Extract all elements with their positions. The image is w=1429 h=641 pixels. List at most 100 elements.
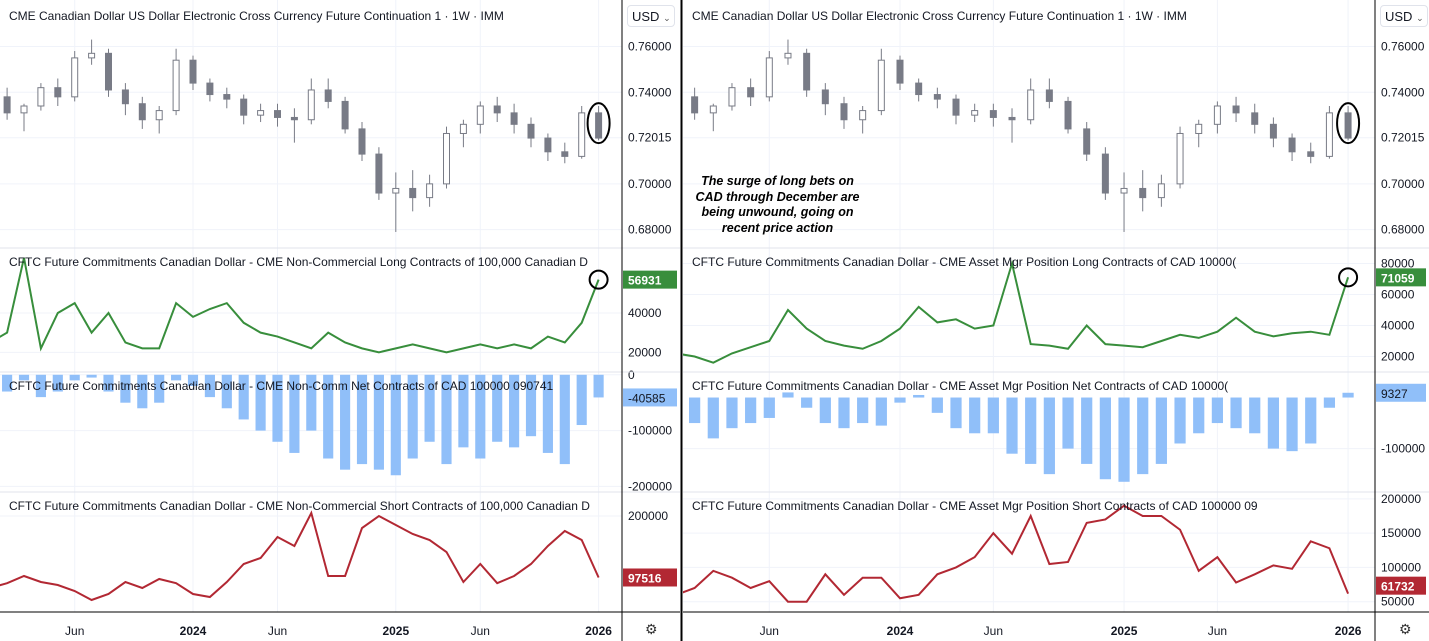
time-tick-label: Jun: [760, 624, 779, 638]
candle-body: [709, 105, 717, 114]
candle-body: [189, 59, 197, 84]
candle-body: [1008, 116, 1016, 121]
candle-body: [1176, 132, 1184, 185]
gear-icon[interactable]: ⚙: [1399, 621, 1412, 637]
pane-line: [0, 257, 622, 354]
candle-body: [274, 110, 281, 118]
long-contracts-line: [683, 259, 1350, 364]
candle-body: [20, 105, 28, 114]
net-contracts-bar: [1099, 397, 1111, 480]
net-contracts-bar: [1174, 397, 1186, 444]
net-contracts-bar: [2, 374, 13, 392]
time-tick-label: 2026: [1335, 624, 1362, 638]
currency-selector-left[interactable]: USD ⌄: [627, 5, 675, 27]
net-contracts-bar: [204, 374, 215, 398]
candle-body: [952, 98, 960, 116]
candle-body: [747, 87, 755, 98]
y-tick-label: 0.74000: [628, 85, 672, 99]
time-tick-label: 2025: [382, 624, 409, 638]
candle-body: [459, 123, 467, 134]
last-value-badge: [623, 270, 677, 289]
net-contracts-bar: [1286, 397, 1298, 452]
net-contracts-bar: [819, 397, 831, 424]
candle-body: [728, 87, 736, 107]
y-tick-label: 0.72015: [1381, 131, 1425, 145]
last-value-badge: [1376, 576, 1426, 595]
time-tick-label: Jun: [65, 624, 84, 638]
net-contracts-bar: [306, 374, 317, 431]
pane-line: [0, 510, 622, 602]
candle-body: [223, 94, 231, 100]
chevron-down-icon: ⌄: [663, 13, 671, 23]
candle-body: [426, 183, 434, 199]
net-contracts-bar: [593, 374, 604, 398]
candle-body: [358, 128, 366, 155]
pane-candlestick: [0, 39, 622, 232]
y-tick-label: 50000: [1381, 595, 1415, 609]
pane-title: CFTC Future Commitments Canadian Dollar …: [9, 379, 554, 393]
candle-body: [840, 103, 848, 121]
highlight-circle: [588, 269, 609, 290]
pane-title: CME Canadian Dollar US Dollar Electronic…: [9, 9, 504, 23]
candle-body: [1307, 151, 1315, 157]
last-value-badge: [1376, 383, 1426, 402]
candle-body: [206, 82, 214, 96]
chart-panel-left: Jun 2024 Jun 2025 Jun 2026 0.76000 0.74000 0.720…: [0, 0, 680, 641]
net-contracts-bar: [390, 374, 401, 476]
time-tick-label: Jun: [1208, 624, 1227, 638]
net-contracts-bar: [171, 374, 182, 381]
candle-body: [1251, 112, 1259, 125]
last-value-label: 61732: [1381, 580, 1415, 594]
net-contracts-bar: [475, 374, 486, 459]
net-contracts-bar: [950, 397, 962, 429]
candle-body: [510, 112, 518, 125]
chevron-down-icon: ⌄: [1416, 13, 1424, 23]
net-contracts-bar: [238, 374, 249, 420]
net-contracts-bar: [1193, 397, 1205, 434]
currency-label: USD: [632, 9, 660, 24]
net-contracts-bar: [857, 397, 869, 424]
net-contracts-bar: [1342, 392, 1354, 398]
net-contracts-bar: [18, 374, 30, 381]
y-tick-label: 0.68000: [1381, 223, 1425, 237]
y-tick-label: 40000: [628, 306, 662, 320]
time-tick-label: 2024: [887, 624, 914, 638]
time-tick-label: 2026: [585, 624, 612, 638]
y-tick-label: 150000: [1381, 526, 1421, 540]
net-contracts-bar: [987, 397, 999, 434]
currency-selector-right[interactable]: USD ⌄: [1380, 5, 1428, 27]
y-tick-label: 20000: [1381, 350, 1415, 364]
net-contracts-bar: [1267, 397, 1280, 449]
y-tick-label: 200000: [1381, 492, 1421, 506]
net-contracts-bar: [1155, 397, 1167, 464]
candle-body: [1344, 112, 1352, 139]
time-tick-label: 2024: [180, 624, 207, 638]
time-tick-label: Jun: [984, 624, 1003, 638]
candle-body: [476, 105, 484, 125]
y-tick-label: 0.70000: [628, 177, 672, 191]
candle-body: [561, 151, 569, 157]
candle-body: [443, 132, 450, 185]
gear-icon[interactable]: ⚙: [645, 621, 658, 637]
net-contracts-bar: [103, 374, 114, 392]
y-tick-label: 40000: [1381, 319, 1415, 333]
candle-body: [877, 59, 885, 112]
candle-body: [121, 89, 129, 105]
highlight-circle: [1338, 267, 1359, 288]
candle-body: [257, 110, 265, 116]
net-contracts-bar: [969, 397, 981, 434]
y-tick-label: 0: [628, 368, 635, 382]
candle-body: [290, 116, 298, 121]
net-contracts-bar: [1006, 397, 1018, 454]
net-contracts-bar: [1081, 397, 1093, 464]
net-contracts-bar: [1137, 397, 1149, 475]
pane-title: CFTC Future Commitments Canadian Dollar …: [692, 499, 1258, 513]
candle-body: [933, 94, 941, 100]
net-contracts-bar: [542, 374, 553, 453]
y-tick-label: 0.68000: [628, 223, 672, 237]
candle-body: [1139, 187, 1147, 199]
y-tick-label: -200000: [628, 479, 672, 493]
net-contracts-bar: [187, 374, 199, 386]
candle-body: [691, 96, 699, 114]
